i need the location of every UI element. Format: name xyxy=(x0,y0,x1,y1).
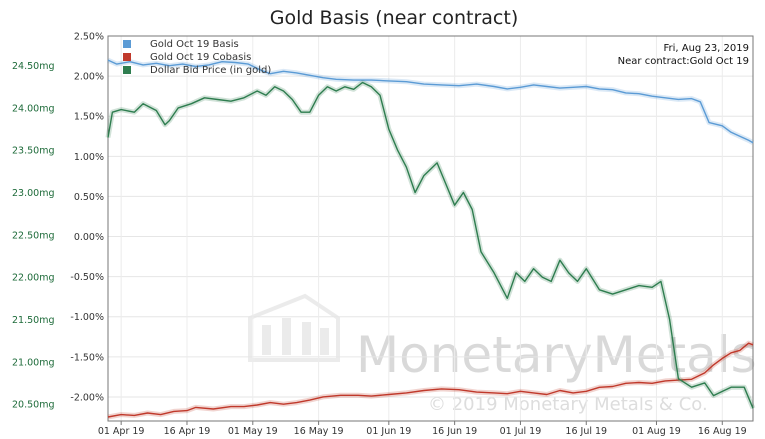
series-cobasis-line xyxy=(107,342,754,418)
annotation-contract: Near contract:Gold Oct 19 xyxy=(618,56,749,67)
right-tick-label: 1.00% xyxy=(74,152,104,163)
annotation-date: Fri, Aug 23, 2019 xyxy=(663,43,749,54)
left-tick-label: 20.50mg xyxy=(12,400,54,411)
x-tick-label: 16 Jul 19 xyxy=(565,426,607,437)
watermark-copyright: © 2019 Monetary Metals & Co. xyxy=(428,394,708,415)
annotation-box: Fri, Aug 23, 2019 Near contract:Gold Oct… xyxy=(618,43,749,67)
x-axis: 01 Apr 19 16 Apr 19 01 May 19 16 May 19 01 J… xyxy=(98,421,747,437)
legend-swatch-basis xyxy=(123,40,131,48)
watermark-brand: MonetaryMetals xyxy=(356,326,757,384)
legend-label-dollar-bid-price: Dollar Bid Price (in gold) xyxy=(150,65,271,76)
legend-swatch-dollar-bid-price xyxy=(123,66,131,74)
right-axis: 2.50% 2.00% 1.50% 1.00% 0.50% 0.00% -0.50% -1.0… xyxy=(70,32,104,404)
x-tick-label: 16 Aug 19 xyxy=(698,426,747,437)
left-axis: 24.50mg 24.00mg 23.50mg 23.00mg 22.50mg 22.00… xyxy=(12,61,54,410)
legend-label-basis: Gold Oct 19 Basis xyxy=(150,39,239,50)
series-basis-line xyxy=(107,59,754,144)
left-tick-label: 21.00mg xyxy=(12,357,54,368)
left-tick-label: 23.50mg xyxy=(12,146,54,157)
right-tick-label: 1.50% xyxy=(74,112,104,123)
x-tick-label: 01 Jul 19 xyxy=(500,426,542,437)
x-tick-label: 01 May 19 xyxy=(228,426,278,437)
plot-frame xyxy=(107,35,754,422)
right-tick-label: -1.00% xyxy=(70,312,104,323)
x-tick-label: 01 Jun 19 xyxy=(366,426,411,437)
left-tick-label: 24.00mg xyxy=(12,103,54,114)
x-tick-label: 16 May 19 xyxy=(294,426,344,437)
x-tick-label: 16 Jun 19 xyxy=(432,426,477,437)
series-layer xyxy=(105,57,756,420)
left-tick-label: 24.50mg xyxy=(12,61,54,72)
right-tick-label: -1.50% xyxy=(70,352,104,363)
legend: Gold Oct 19 Basis Gold Oct 19 Cobasis Doll… xyxy=(123,39,271,76)
right-tick-label: 0.00% xyxy=(74,232,104,243)
watermark: MonetaryMetals © 2019 Monetary Metals & … xyxy=(248,293,757,415)
x-tick-label: 01 Aug 19 xyxy=(632,426,681,437)
watermark-logo-icon xyxy=(248,293,340,362)
right-tick-label: 0.50% xyxy=(74,192,104,203)
x-tick-label: 16 Apr 19 xyxy=(164,426,211,437)
x-tick-label: 01 Apr 19 xyxy=(98,426,145,437)
left-tick-label: 21.50mg xyxy=(12,315,54,326)
right-tick-label: -2.00% xyxy=(70,392,104,403)
left-tick-label: 22.00mg xyxy=(12,273,54,284)
left-tick-label: 22.50mg xyxy=(12,230,54,241)
right-tick-label: 2.00% xyxy=(74,72,104,83)
series-dollar-bid-price-line xyxy=(107,81,754,409)
right-tick-label: 2.50% xyxy=(74,32,104,43)
legend-label-cobasis: Gold Oct 19 Cobasis xyxy=(150,52,251,63)
grid xyxy=(108,35,753,421)
chart-title: Gold Basis (near contract) xyxy=(270,7,518,29)
right-tick-label: -0.50% xyxy=(70,272,104,283)
legend-swatch-cobasis xyxy=(123,53,131,61)
left-tick-label: 23.00mg xyxy=(12,188,54,199)
